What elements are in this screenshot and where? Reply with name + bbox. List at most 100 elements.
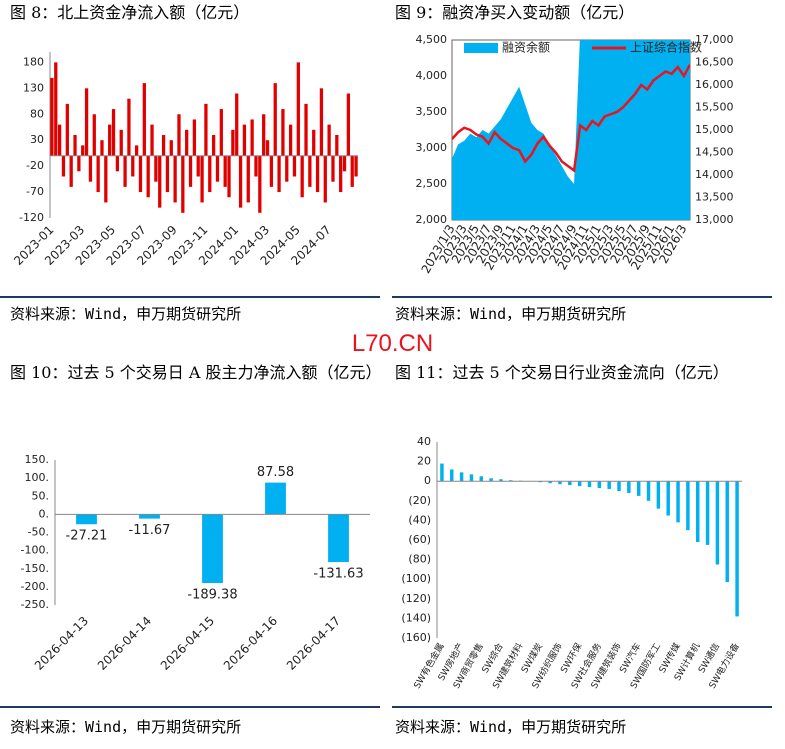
y-tick-label: 2,000	[416, 213, 448, 226]
bar	[558, 481, 562, 485]
source: 资料来源：Wind，申万期货研究所	[395, 305, 627, 323]
bar	[73, 135, 77, 156]
bar	[258, 155, 262, 213]
bar	[127, 98, 131, 156]
data-label: -189.38	[187, 588, 237, 603]
y-tick-label: 130	[23, 81, 44, 94]
data-label: -131.63	[313, 567, 363, 582]
bar	[607, 481, 611, 490]
y-tick-label: 40	[417, 435, 431, 448]
chart-title: 图 11：过去 5 个交易日行业资金流向（亿元）	[395, 363, 729, 382]
bar	[173, 155, 177, 203]
bar	[725, 481, 729, 583]
bar	[666, 481, 670, 516]
x-tick-label: 2026-04-15	[158, 614, 217, 673]
y-tick-label: -70	[26, 185, 44, 198]
y-tick-label: -200.	[21, 580, 49, 593]
bar	[77, 155, 81, 172]
bar	[150, 124, 154, 156]
y-tick-label: -100.	[21, 544, 49, 557]
y-tick-label: -50.	[28, 526, 49, 539]
bar	[161, 135, 166, 156]
bar	[123, 155, 127, 187]
bar	[250, 119, 254, 156]
bar	[450, 469, 454, 482]
bar	[617, 481, 621, 491]
bar	[269, 155, 274, 187]
bar	[238, 155, 243, 208]
y-tick-label: (160)	[401, 631, 431, 644]
bar	[57, 124, 62, 156]
y-tick-label: -20	[26, 159, 44, 172]
bar	[459, 472, 464, 482]
bar	[308, 155, 312, 187]
bar	[111, 109, 116, 156]
y-tick-label: 3,000	[416, 141, 448, 154]
bar	[192, 119, 197, 156]
bar	[499, 479, 503, 482]
bar	[65, 103, 69, 156]
bar	[312, 129, 316, 156]
bar	[181, 155, 185, 213]
bar	[568, 481, 572, 486]
y-tick-label: -120	[19, 211, 44, 224]
bar	[84, 88, 89, 156]
bar	[636, 481, 641, 496]
chart-title: 图 8：北上资金净流入额（亿元）	[10, 3, 250, 22]
bar	[281, 109, 285, 156]
y-tick-label: 14,500	[695, 146, 734, 159]
y-tick-label: 14,000	[695, 168, 734, 181]
bar	[169, 140, 173, 156]
chart-title: 图 10：过去 5 个交易日 A 股主力净流入额（亿元）	[10, 363, 382, 382]
bar	[108, 124, 112, 156]
source: 资料来源：Wind，申万期货研究所	[10, 305, 242, 323]
bar	[686, 481, 690, 531]
bar	[577, 481, 582, 487]
y-tick-label: 13,500	[695, 191, 734, 204]
y-tick-label: 0.	[39, 507, 50, 520]
bar	[81, 145, 85, 156]
y-tick-label: 20	[417, 455, 431, 468]
bar	[139, 514, 160, 519]
bar	[50, 77, 54, 156]
bar	[231, 129, 235, 156]
y-tick-label: 2,500	[416, 177, 448, 190]
y-tick-label: 150.	[25, 453, 50, 466]
y-tick-label: 50.	[32, 489, 50, 502]
rule	[0, 706, 380, 708]
y-tick-label: 15,000	[695, 123, 734, 136]
bar	[339, 155, 343, 193]
bar	[154, 155, 158, 182]
bar	[300, 155, 304, 198]
bar	[100, 140, 104, 156]
legend-label: 融资余额	[502, 40, 550, 55]
bar	[142, 83, 146, 156]
bar	[96, 155, 100, 193]
y-tick-label: (140)	[401, 611, 431, 624]
bar	[273, 83, 277, 156]
chart-title: 图 9：融资净买入变动额（亿元）	[395, 3, 635, 22]
bar	[134, 145, 139, 156]
bar	[88, 155, 93, 182]
bar	[350, 155, 354, 187]
y-tick-label: 13,000	[695, 213, 734, 226]
chart: 150. 100. 50. 0. -50. -100. -150. -200. -250. -27…	[21, 453, 370, 673]
y-tick-label: -150.	[21, 562, 49, 575]
bar	[285, 155, 289, 182]
bar	[104, 155, 108, 203]
x-tick-label: 2026-04-14	[95, 614, 154, 673]
bar	[204, 103, 208, 156]
bar	[479, 476, 483, 482]
bar	[265, 482, 286, 515]
bar	[627, 481, 631, 493]
bar	[92, 114, 96, 156]
bar	[265, 140, 270, 156]
bar	[331, 155, 335, 182]
area	[452, 40, 690, 220]
bar	[61, 155, 66, 177]
bar	[76, 514, 97, 525]
bar	[235, 93, 239, 156]
bar	[705, 481, 710, 545]
bar	[323, 155, 327, 203]
bar	[292, 155, 297, 177]
